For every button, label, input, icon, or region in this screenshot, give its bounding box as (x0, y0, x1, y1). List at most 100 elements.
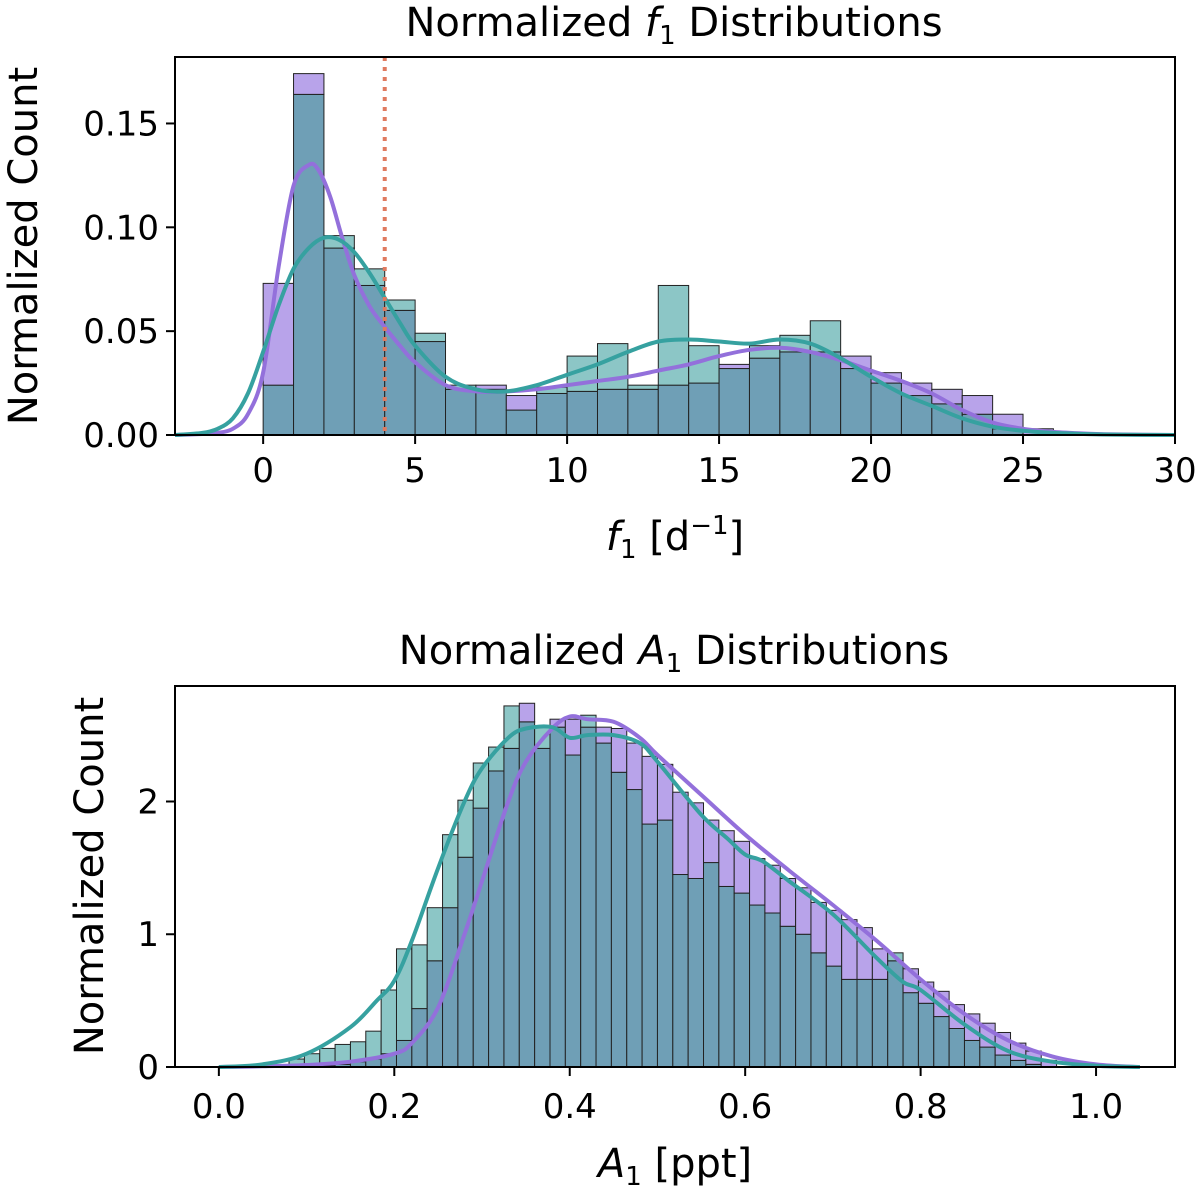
chart-a1-title: Normalized A1 Distributions (399, 628, 949, 679)
chart-f1-ytick-label: 0.05 (83, 312, 159, 352)
chart-f1-bar-purple (475, 384, 507, 390)
chart-f1-xtick-label: 20 (849, 451, 892, 491)
chart-a1-xtick-label: 1.0 (1069, 1087, 1123, 1127)
chart-f1-title: Normalized f1 Distributions (405, 0, 942, 51)
chart-f1-kde-teal (174, 235, 1176, 437)
chart-a1-bar-purple (749, 858, 766, 906)
chart-f1-bar-overlap (536, 392, 568, 436)
chart-f1-bar-overlap (566, 390, 598, 436)
chart-a1-bar-overlap (580, 726, 597, 1068)
chart-a1-bar-purple (626, 742, 643, 791)
chart-a1-bar-teal (380, 989, 397, 1055)
chart-f1-ytick-label: 0.00 (83, 416, 159, 456)
chart-a1-bar-overlap (656, 819, 674, 1068)
chart-a1-ytick-label: 0 (137, 1048, 159, 1088)
chart-f1-bar-teal (596, 343, 629, 390)
chart-f1-ylabel: Normalized Count (1, 67, 47, 425)
chart-f1-xtick-label: 5 (404, 451, 426, 491)
chart-a1-bar-purple (672, 791, 689, 876)
chart-a1-bar-purple (810, 901, 827, 954)
chart-a1-bar-overlap (856, 978, 873, 1068)
chart-a1-bar-overlap (564, 754, 582, 1068)
chart-f1-bar-purple (293, 73, 325, 95)
chart-f1-bar-purple (505, 395, 538, 411)
chart-f1-bar-purple (718, 363, 750, 370)
chart-f1-xtick-label: 0 (252, 451, 274, 491)
chart-a1-xtick-label: 0.0 (192, 1087, 246, 1127)
chart-f1-bar-overlap (445, 388, 477, 436)
chart-f1-xlabel: f1 [d−1] (606, 511, 744, 565)
chart-a1-ytick-label: 1 (137, 915, 159, 955)
chart-a1-bar-overlap (610, 771, 628, 1068)
chart-a1-bar-overlap (810, 952, 827, 1068)
chart-a1-bar-overlap (672, 874, 689, 1068)
chart-a1-kde-teal (218, 724, 1140, 1069)
chart-f1-bar-overlap (475, 388, 507, 436)
chart-a1-bar-overlap (733, 892, 751, 1068)
chart-a1-ytick-label: 2 (137, 782, 159, 822)
chart-a1-bar-overlap (549, 726, 566, 1068)
chart-f1-bar-overlap (627, 388, 659, 436)
chart-a1-bar-overlap (902, 992, 919, 1068)
chart-f1-xticks: 0 5 10 15 20 25 30 (252, 435, 1197, 491)
chart-a1-bar-purple (641, 755, 658, 825)
chart-a1-bar-teal (411, 944, 428, 1010)
chart-a1-bar-overlap (472, 807, 490, 1068)
chart-a1-xtick-label: 0.6 (718, 1087, 772, 1127)
chart-f1-bar-teal (627, 384, 659, 390)
chart-a1-bar-overlap (687, 877, 705, 1068)
chart-a1-xtick-label: 0.8 (894, 1087, 948, 1127)
chart-a1-bar-overlap (795, 933, 812, 1068)
chart-a1-bar-overlap (871, 978, 889, 1068)
chart-a1-bars (288, 702, 1058, 1068)
chart-f1-bar-purple (961, 395, 994, 415)
chart-a1-xticks: 0.0 0.2 0.4 0.6 0.8 1.0 (192, 1067, 1123, 1127)
chart-f1-bar-overlap (505, 409, 538, 436)
chart-a1-bar-overlap (641, 823, 658, 1068)
chart-f1-bar-overlap (657, 384, 690, 436)
chart-f1-bar-overlap (353, 284, 386, 436)
chart-a1-ylabel: Normalized Count (67, 697, 113, 1055)
chart-a1-bar-overlap (595, 742, 612, 1068)
chart-f1-bar-overlap (779, 351, 811, 436)
chart-f1-bar-overlap (688, 382, 720, 436)
chart-f1-xtick-label: 15 (697, 451, 740, 491)
chart-a1-bar-overlap (764, 912, 781, 1068)
chart-a1-bar-overlap (534, 747, 551, 1068)
chart-f1-bar-overlap (718, 368, 750, 436)
chart-f1-bar-overlap (293, 93, 325, 436)
chart-f1-frame (174, 56, 1176, 436)
chart-a1-bar-overlap (457, 856, 474, 1068)
chart-f1: Normalized f1 Distributions 0 5 10 15 20 25 30… (1, 0, 1197, 565)
chart-a1-bar-overlap (626, 789, 643, 1068)
chart-a1-bar-overlap (825, 965, 843, 1068)
chart-f1-bar-overlap (323, 247, 355, 436)
chart-a1-yticks: 0 1 2 (137, 782, 175, 1088)
chart-f1-kde (174, 161, 1176, 437)
chart-a1-bar-overlap (917, 1002, 935, 1068)
chart-a1-bar-overlap (948, 1028, 965, 1068)
chart-f1-bar-overlap (809, 351, 842, 436)
chart-f1-bar-overlap (384, 309, 416, 436)
chart-a1-bar-overlap (718, 885, 735, 1068)
chart-f1-ytick-label: 0.15 (83, 104, 159, 144)
chart-f1-bar-overlap (748, 357, 781, 436)
chart-a1-bar-overlap (841, 978, 858, 1068)
chart-f1-bar-teal (384, 299, 416, 311)
chart-f1-xtick-label: 25 (1001, 451, 1044, 491)
chart-f1-bar-overlap (262, 384, 295, 436)
chart-a1-frame (174, 685, 1176, 1068)
chart-a1-xtick-label: 0.2 (367, 1087, 421, 1127)
chart-f1-xtick-label: 10 (545, 451, 588, 491)
chart-a1-bar-teal (426, 907, 444, 962)
chart-f1-kde-purple (174, 161, 1176, 437)
chart-a1-bar-overlap (963, 1039, 981, 1068)
chart-f1-xtick-label: 30 (1153, 451, 1196, 491)
chart-a1-bar-overlap (994, 1054, 1012, 1068)
chart-a1-bar-overlap (933, 1016, 950, 1068)
chart-a1-bar-overlap (703, 862, 720, 1068)
chart-a1-xlabel: A1 [ppt] (595, 1141, 752, 1189)
chart-a1-bar-overlap (979, 1046, 996, 1068)
chart-f1-ytick-label: 0.10 (83, 208, 159, 248)
